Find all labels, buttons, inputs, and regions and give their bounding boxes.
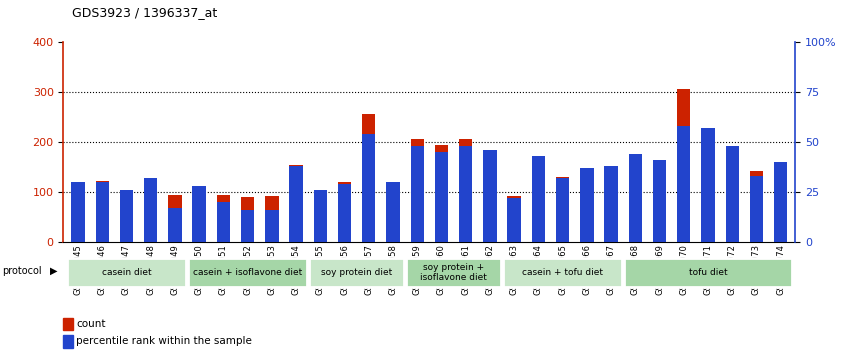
Bar	[362, 114, 376, 242]
Bar	[629, 154, 642, 242]
Bar	[314, 190, 327, 242]
Bar	[120, 190, 133, 242]
Bar	[241, 198, 255, 242]
Bar	[193, 187, 206, 242]
FancyBboxPatch shape	[503, 258, 622, 287]
Bar	[604, 166, 618, 242]
Bar	[556, 177, 569, 242]
Bar	[217, 195, 230, 242]
Bar	[701, 129, 715, 242]
Bar	[774, 164, 788, 242]
Bar	[71, 183, 85, 242]
Text: casein + isoflavone diet: casein + isoflavone diet	[193, 268, 302, 277]
Text: protocol: protocol	[3, 266, 42, 276]
Bar	[314, 191, 327, 242]
FancyBboxPatch shape	[189, 258, 307, 287]
Bar	[217, 202, 230, 242]
Bar	[289, 165, 303, 242]
Bar	[241, 211, 255, 242]
Bar	[726, 147, 739, 242]
Bar	[580, 169, 594, 242]
Bar	[120, 190, 133, 242]
Bar	[168, 209, 182, 242]
Bar	[96, 183, 109, 242]
Bar	[338, 183, 351, 242]
Bar	[362, 135, 376, 242]
Bar	[265, 196, 278, 242]
Bar	[144, 178, 157, 242]
Bar	[193, 186, 206, 242]
Text: percentile rank within the sample: percentile rank within the sample	[76, 336, 252, 346]
Bar	[96, 181, 109, 242]
Bar	[63, 335, 73, 348]
Bar	[63, 318, 73, 330]
FancyBboxPatch shape	[624, 258, 792, 287]
Bar	[459, 147, 472, 242]
Bar	[701, 129, 715, 242]
Text: GDS3923 / 1396337_at: GDS3923 / 1396337_at	[72, 6, 217, 19]
Bar	[750, 177, 763, 242]
Text: casein + tofu diet: casein + tofu diet	[522, 268, 603, 277]
Bar	[410, 139, 424, 242]
Bar	[677, 89, 690, 242]
Bar	[677, 126, 690, 242]
Bar	[483, 150, 497, 242]
Bar	[338, 184, 351, 242]
Bar	[629, 155, 642, 242]
Bar	[604, 183, 618, 242]
Bar	[435, 145, 448, 242]
FancyBboxPatch shape	[310, 258, 404, 287]
Text: count: count	[76, 319, 106, 329]
Text: ▶: ▶	[50, 266, 58, 276]
Bar	[580, 169, 594, 242]
Bar	[532, 158, 545, 242]
Bar	[508, 196, 521, 242]
Bar	[387, 183, 399, 242]
Bar	[508, 199, 521, 242]
Bar	[71, 183, 85, 242]
Text: soy protein +
isoflavone diet: soy protein + isoflavone diet	[420, 263, 487, 282]
Text: tofu diet: tofu diet	[689, 268, 728, 277]
Bar	[144, 178, 157, 242]
Text: soy protein diet: soy protein diet	[321, 268, 393, 277]
Bar	[410, 147, 424, 242]
Bar	[168, 195, 182, 242]
Bar	[532, 156, 545, 242]
Bar	[435, 153, 448, 242]
FancyBboxPatch shape	[67, 258, 186, 287]
Bar	[726, 166, 739, 242]
Bar	[653, 160, 666, 242]
Bar	[556, 178, 569, 242]
Bar	[483, 150, 497, 242]
Bar	[289, 166, 303, 242]
Bar	[653, 160, 666, 242]
FancyBboxPatch shape	[406, 258, 501, 287]
Bar	[774, 162, 788, 242]
Bar	[750, 171, 763, 242]
Text: casein diet: casein diet	[102, 268, 151, 277]
Bar	[387, 183, 399, 242]
Bar	[459, 139, 472, 242]
Bar	[265, 211, 278, 242]
